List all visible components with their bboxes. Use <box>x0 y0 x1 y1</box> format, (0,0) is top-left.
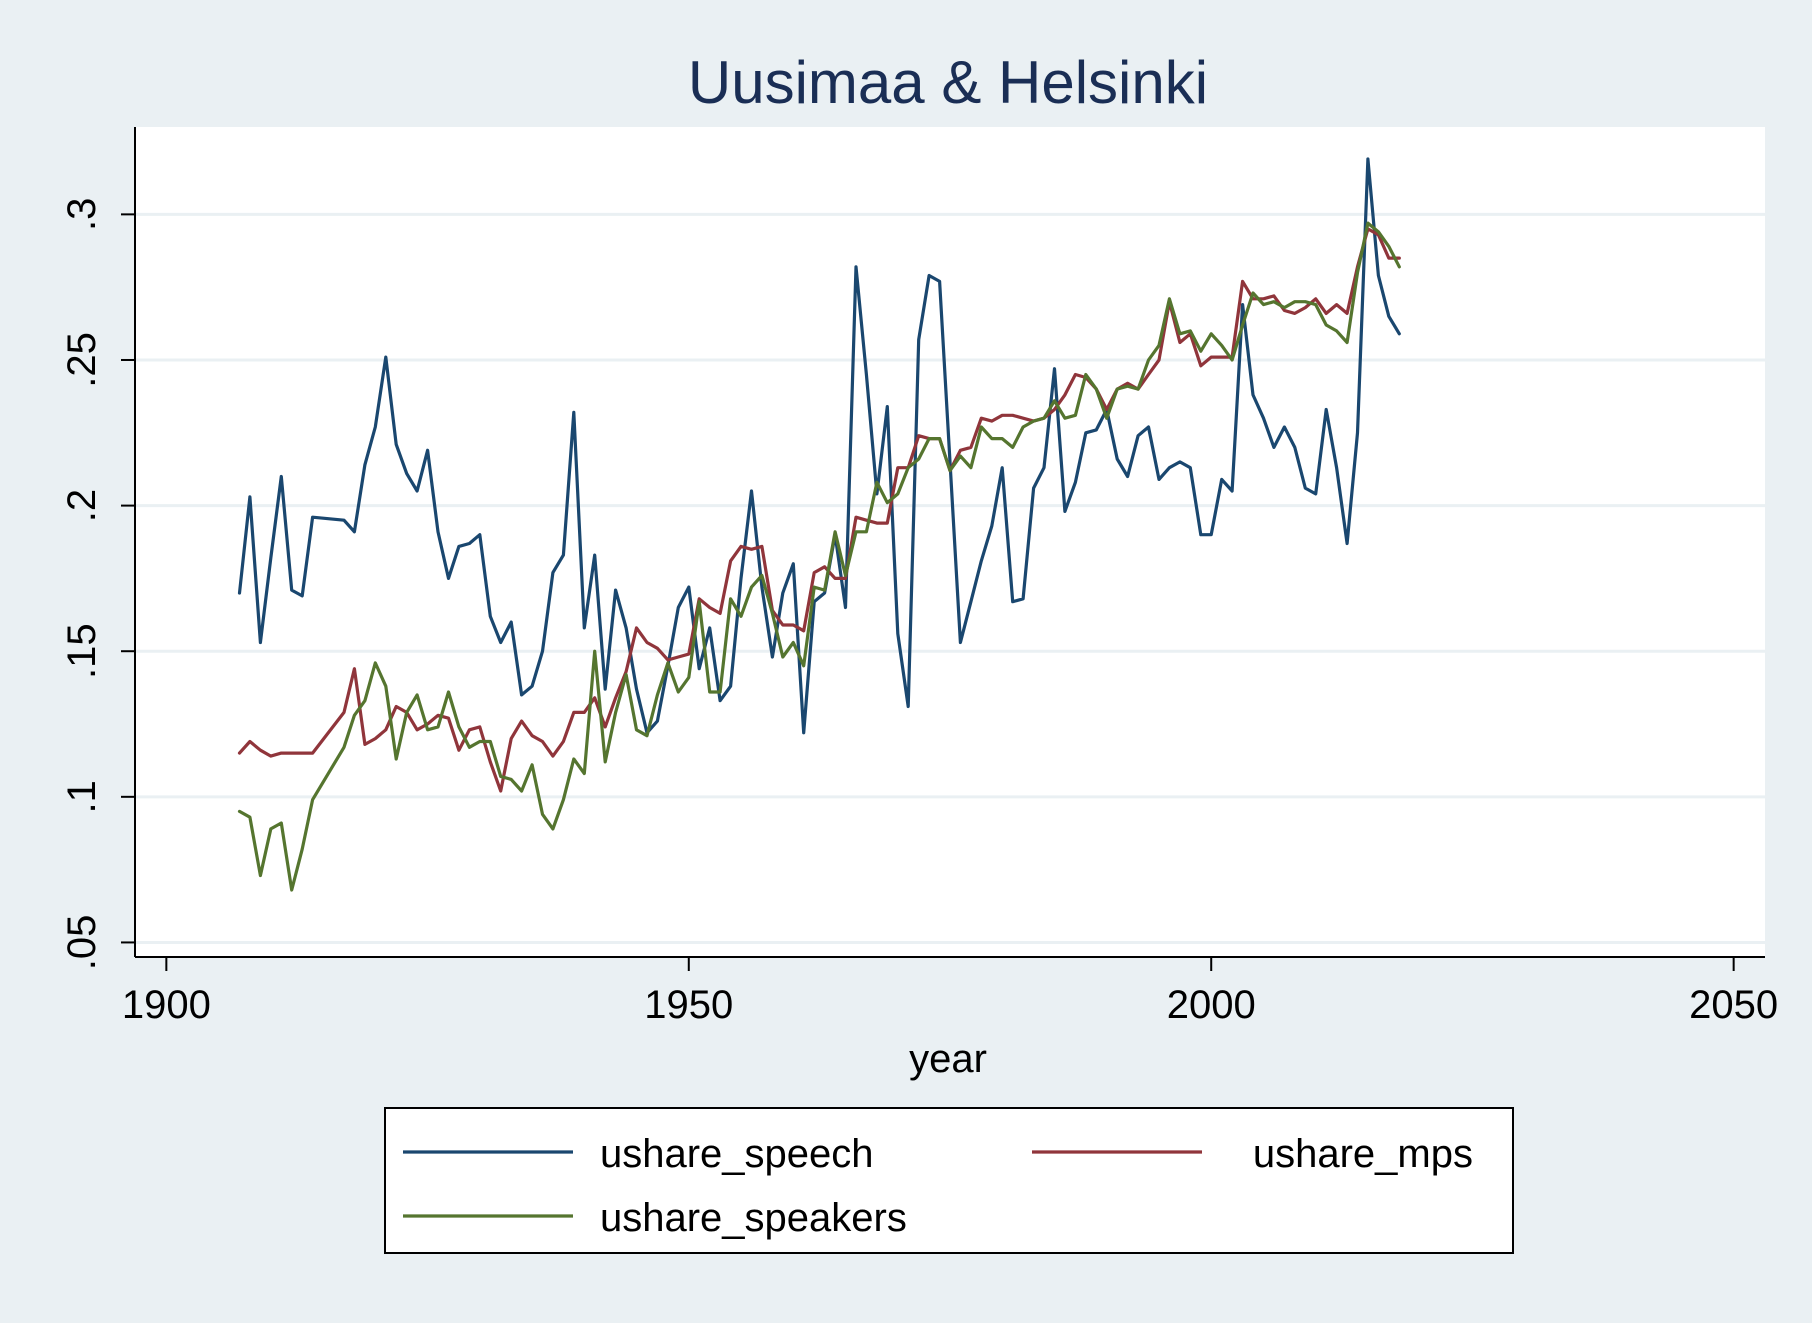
legend-label-ushare_speech: ushare_speech <box>600 1132 874 1176</box>
x-tick-label: 1900 <box>122 983 211 1027</box>
series-line-ushare_mps <box>237 227 1401 793</box>
y-tick-label: .2 <box>60 489 104 522</box>
grid-lines <box>135 212 1765 944</box>
x-axis-label: year <box>909 1037 987 1081</box>
x-tick-label: 2000 <box>1167 983 1256 1027</box>
legend-entries: ushare_speech ushare_mps ushare_speakers <box>403 1132 1473 1240</box>
series-line-ushare_speakers <box>237 221 1401 892</box>
series-lines <box>237 157 1401 892</box>
legend-box <box>384 1107 1514 1254</box>
x-tick-label: 2050 <box>1689 983 1778 1027</box>
y-tick-label: .05 <box>60 915 104 971</box>
y-tick-label: .25 <box>60 332 104 388</box>
y-tick-label: .3 <box>60 198 104 231</box>
y-axis: .05 .1 .15 .2 .25 .3 <box>60 198 135 971</box>
y-tick-label: .15 <box>60 623 104 679</box>
plot-area <box>135 127 1765 957</box>
x-tick-label: 1950 <box>644 983 733 1027</box>
x-axis: 1900 1950 2000 2050 <box>122 957 1778 1027</box>
y-tick-label: .1 <box>60 780 104 813</box>
legend-label-ushare_mps: ushare_mps <box>1253 1132 1473 1176</box>
legend-label-ushare_speakers: ushare_speakers <box>600 1196 907 1240</box>
chart-title: Uusimaa & Helsinki <box>688 49 1208 116</box>
legend: ushare_speech ushare_mps ushare_speakers <box>384 1107 1514 1254</box>
